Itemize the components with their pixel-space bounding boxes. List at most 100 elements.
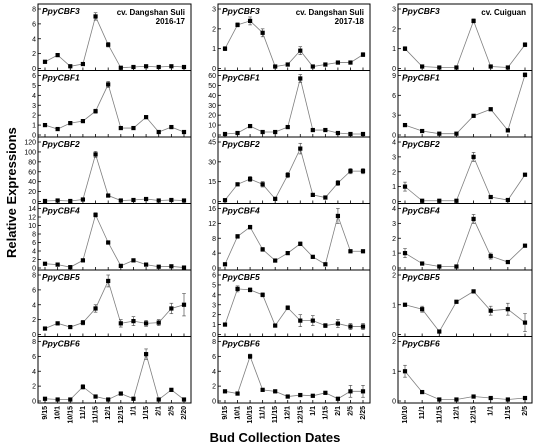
data-point bbox=[156, 397, 161, 402]
gene-label: PpyCBF3 bbox=[222, 6, 260, 16]
data-point bbox=[181, 198, 187, 203]
x-tick-label: 9/15 bbox=[222, 406, 229, 420]
y-tick-label: 1 bbox=[392, 369, 396, 376]
data-point bbox=[118, 321, 123, 326]
data-point bbox=[106, 278, 111, 284]
data-point bbox=[143, 321, 149, 326]
panel-ppycbf4-col2: 0 1 2 3 4 PpyCBF4 bbox=[392, 203, 533, 273]
data-point bbox=[488, 107, 493, 112]
data-point bbox=[247, 224, 253, 230]
data-point bbox=[454, 131, 459, 136]
data-point bbox=[522, 42, 528, 47]
data-point bbox=[471, 113, 476, 118]
panel-ppycbf5-col2: 0 1 2 PpyCBF5 bbox=[392, 269, 533, 339]
y-tick-label: 1 bbox=[212, 46, 216, 53]
y-tick-label: 6 bbox=[32, 21, 36, 28]
data-point bbox=[454, 264, 459, 269]
data-point bbox=[118, 125, 123, 131]
gene-label: PpyCBF5 bbox=[222, 272, 260, 282]
data-point bbox=[118, 263, 123, 268]
series-line bbox=[404, 19, 526, 68]
y-tick-label: 2 bbox=[392, 339, 396, 346]
data-point bbox=[323, 390, 328, 395]
data-point bbox=[488, 254, 493, 259]
chart-column-2: 0 1 2 3 PpyCBF3 cv. Cuiguan 0 3 6 9 PpyCBF1 0 1 2 3 4 Pp… bbox=[392, 3, 533, 424]
data-point bbox=[169, 387, 174, 392]
gene-label: PpyCBF3 bbox=[42, 6, 80, 16]
series-line bbox=[404, 370, 526, 400]
series-line bbox=[404, 290, 526, 333]
data-point bbox=[310, 318, 315, 323]
data-point bbox=[260, 182, 265, 187]
x-tick-label: 2/1 bbox=[156, 406, 163, 416]
y-tick-label: 8 bbox=[212, 236, 216, 243]
data-point bbox=[55, 262, 60, 267]
data-point bbox=[235, 234, 240, 239]
data-point bbox=[505, 259, 510, 265]
data-point bbox=[348, 389, 353, 394]
y-tick-label: 2 bbox=[32, 257, 36, 264]
data-point bbox=[273, 389, 278, 394]
data-point bbox=[131, 319, 136, 324]
y-tick-label: 4 bbox=[32, 302, 36, 309]
panel-frame bbox=[217, 336, 371, 404]
data-point bbox=[131, 258, 136, 263]
gene-label: PpyCBF6 bbox=[222, 339, 260, 349]
data-point bbox=[522, 72, 528, 77]
y-tick-label: 2 bbox=[212, 26, 216, 33]
y-tick-label: 16 bbox=[208, 206, 216, 213]
data-point bbox=[93, 212, 98, 217]
x-tick-label: 12/1 bbox=[105, 406, 112, 420]
x-tick-label: 12/15 bbox=[118, 406, 125, 424]
data-point bbox=[488, 64, 493, 69]
series-line bbox=[44, 279, 185, 329]
y-tick-label: 4 bbox=[32, 249, 36, 256]
data-point bbox=[181, 265, 187, 270]
data-point bbox=[471, 154, 476, 159]
panel-frame bbox=[37, 336, 192, 404]
cultivar-label: cv. Dangshan Suli bbox=[296, 8, 364, 17]
y-tick-label: 4 bbox=[392, 206, 396, 213]
data-point bbox=[335, 130, 341, 136]
data-point bbox=[118, 391, 123, 396]
x-tick-label: 12/15 bbox=[297, 406, 304, 424]
gene-label: PpyCBF4 bbox=[402, 206, 440, 216]
data-point bbox=[42, 198, 48, 204]
y-tick-label: 9 bbox=[392, 73, 396, 80]
data-point bbox=[420, 198, 425, 203]
data-point bbox=[285, 124, 290, 130]
data-point bbox=[402, 122, 408, 128]
data-point bbox=[80, 320, 86, 325]
data-point bbox=[169, 306, 174, 311]
y-tick-label: 0 bbox=[392, 199, 396, 206]
y-tick-label: 40 bbox=[208, 93, 216, 100]
data-point bbox=[156, 198, 161, 203]
data-point bbox=[323, 195, 328, 200]
data-point bbox=[247, 18, 253, 23]
data-point bbox=[471, 289, 476, 294]
data-point bbox=[143, 352, 149, 357]
gene-label: PpyCBF2 bbox=[402, 139, 440, 149]
data-point bbox=[260, 129, 265, 135]
y-tick-label: 4 bbox=[392, 140, 396, 147]
y-tick-label: 12 bbox=[28, 215, 36, 222]
data-point bbox=[247, 287, 253, 292]
cultivar-label: 2017-18 bbox=[335, 17, 365, 26]
y-tick-label: 0 bbox=[392, 133, 396, 140]
y-tick-label: 15 bbox=[208, 179, 216, 186]
data-point bbox=[68, 397, 73, 402]
data-point bbox=[402, 251, 408, 256]
data-point bbox=[471, 216, 476, 222]
data-point bbox=[310, 64, 315, 69]
data-point bbox=[505, 65, 510, 70]
panel-ppycbf2-col2: 0 1 2 3 4 PpyCBF2 bbox=[392, 136, 533, 206]
data-point bbox=[118, 198, 123, 203]
series-line bbox=[404, 155, 526, 202]
data-point bbox=[505, 197, 510, 203]
data-point bbox=[298, 392, 303, 398]
y-tick-label: 0 bbox=[32, 332, 36, 339]
y-tick-label: 45 bbox=[208, 140, 216, 147]
data-point bbox=[310, 254, 315, 259]
x-axis-title: Bud Collection Dates bbox=[209, 430, 341, 445]
y-tick-label: 8 bbox=[32, 339, 36, 346]
